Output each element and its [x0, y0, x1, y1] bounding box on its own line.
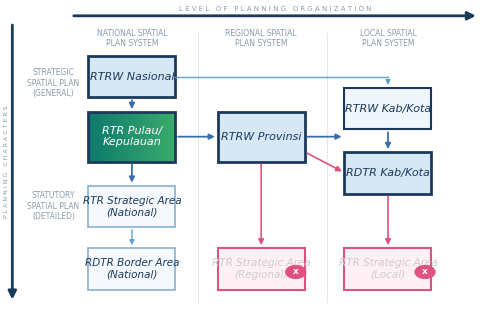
Bar	[166, 112, 168, 162]
Bar	[120, 112, 122, 162]
Bar	[103, 112, 104, 162]
Bar	[344, 248, 432, 290]
Bar	[88, 112, 176, 162]
Bar	[142, 112, 144, 162]
Bar	[172, 112, 174, 162]
Bar	[123, 112, 124, 162]
Circle shape	[286, 266, 306, 278]
Bar	[218, 112, 304, 162]
Bar	[152, 112, 154, 162]
Circle shape	[415, 266, 435, 278]
Bar	[344, 152, 432, 193]
Text: P L A N N I N G   C H A R A C T E R S: P L A N N I N G C H A R A C T E R S	[4, 105, 9, 218]
Bar	[135, 112, 136, 162]
Bar	[96, 112, 97, 162]
Bar	[140, 112, 142, 162]
Bar	[118, 112, 119, 162]
Bar	[160, 112, 161, 162]
Text: L E V E L   O F   P L A N N I N G   O R G A N I Z A T I O N: L E V E L O F P L A N N I N G O R G A N …	[178, 6, 371, 12]
Bar	[88, 56, 176, 98]
Text: RDTR Border Area
(National): RDTR Border Area (National)	[84, 258, 179, 280]
Bar	[102, 112, 103, 162]
Bar	[162, 112, 164, 162]
Text: x: x	[422, 267, 428, 276]
Bar	[90, 112, 92, 162]
Bar	[104, 112, 106, 162]
Bar	[114, 112, 116, 162]
Text: RTRW Provinsi: RTRW Provinsi	[221, 132, 302, 142]
Bar	[158, 112, 160, 162]
Text: RTRW Nasional: RTRW Nasional	[90, 72, 174, 82]
Bar	[112, 112, 113, 162]
Bar	[145, 112, 146, 162]
Text: RTR Strategic Area
(Local): RTR Strategic Area (Local)	[338, 258, 438, 280]
Text: x: x	[293, 267, 298, 276]
Bar	[171, 112, 172, 162]
Bar	[94, 112, 96, 162]
Bar	[122, 112, 123, 162]
Bar	[116, 112, 117, 162]
Bar	[146, 112, 148, 162]
Bar	[164, 112, 166, 162]
Bar	[161, 112, 162, 162]
Bar	[132, 112, 134, 162]
Bar	[88, 248, 176, 290]
Bar	[129, 112, 130, 162]
Bar	[106, 112, 108, 162]
Bar	[136, 112, 138, 162]
Bar	[126, 112, 128, 162]
Text: REGIONAL SPATIAL
PLAN SYSTEM: REGIONAL SPATIAL PLAN SYSTEM	[226, 29, 297, 48]
Text: LOCAL SPATIAL
PLAN SYSTEM: LOCAL SPATIAL PLAN SYSTEM	[360, 29, 416, 48]
Text: RTR Strategic Area
(Regional): RTR Strategic Area (Regional)	[212, 258, 310, 280]
Bar	[170, 112, 171, 162]
Bar	[92, 112, 93, 162]
Bar	[93, 112, 94, 162]
Text: RTR Pulau/
Kepulauan: RTR Pulau/ Kepulauan	[102, 126, 162, 148]
Bar	[174, 112, 176, 162]
Bar	[128, 112, 129, 162]
Bar	[139, 112, 140, 162]
Bar	[113, 112, 114, 162]
Text: RTRW Kab/Kota: RTRW Kab/Kota	[345, 104, 431, 114]
Text: STATUTORY
SPATIAL PLAN
(DETAILED): STATUTORY SPATIAL PLAN (DETAILED)	[28, 192, 80, 221]
Bar	[150, 112, 151, 162]
Bar	[138, 112, 139, 162]
Bar	[144, 112, 145, 162]
Bar	[155, 112, 156, 162]
Text: STRATEGIC
SPATIAL PLAN
(GENERAL): STRATEGIC SPATIAL PLAN (GENERAL)	[28, 68, 80, 98]
Text: RDTR Kab/Kota: RDTR Kab/Kota	[346, 168, 430, 178]
Bar	[154, 112, 155, 162]
Text: NATIONAL SPATIAL
PLAN SYSTEM: NATIONAL SPATIAL PLAN SYSTEM	[96, 29, 167, 48]
Bar	[130, 112, 132, 162]
Bar	[168, 112, 170, 162]
Bar	[119, 112, 120, 162]
Bar	[88, 112, 90, 162]
Bar	[344, 88, 432, 130]
Bar	[151, 112, 152, 162]
Bar	[148, 112, 150, 162]
Bar	[98, 112, 100, 162]
Bar	[97, 112, 98, 162]
Bar	[134, 112, 135, 162]
Bar	[110, 112, 112, 162]
Text: RTR Strategic Area
(National): RTR Strategic Area (National)	[82, 195, 181, 217]
Bar	[156, 112, 158, 162]
Bar	[124, 112, 126, 162]
Bar	[100, 112, 102, 162]
Bar	[88, 185, 176, 227]
Bar	[108, 112, 110, 162]
Bar	[218, 248, 304, 290]
